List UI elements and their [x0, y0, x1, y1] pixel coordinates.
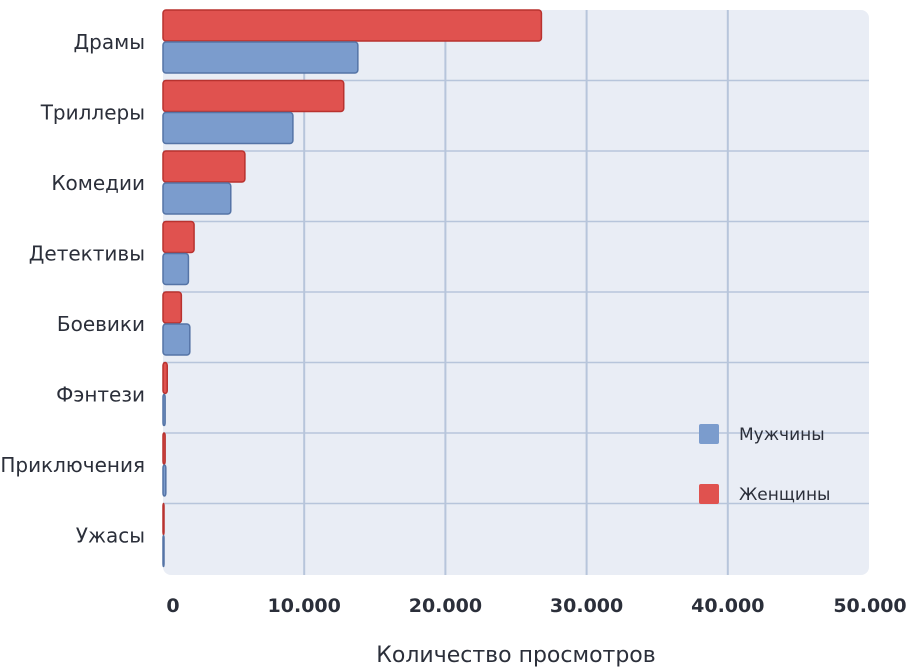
x-tick-label: 10.000 — [268, 595, 341, 617]
x-axis-title: Количество просмотров — [376, 643, 655, 668]
bar-men-6 — [162, 464, 167, 497]
bar-men-3 — [162, 252, 190, 286]
bar-women-5 — [162, 361, 168, 395]
x-tick-label: 0 — [166, 595, 179, 617]
category-labels: Драмы Триллеры Комедии Детективы Боевики Фэнт… — [0, 30, 145, 548]
legend-swatch — [699, 424, 719, 444]
bar-women-0 — [162, 9, 543, 42]
legend-label: Женщины — [739, 485, 830, 505]
bars — [162, 9, 543, 568]
bar-men-1 — [162, 111, 294, 145]
bar-men-5 — [162, 393, 166, 427]
bar-women-4 — [162, 291, 183, 324]
legend: Мужчины Женщины — [699, 424, 830, 505]
category-label: Детективы — [29, 242, 145, 266]
bar-women-6 — [162, 432, 166, 465]
bar-men-0 — [162, 41, 359, 74]
bar-women-7 — [162, 502, 165, 536]
bar-women-3 — [162, 220, 195, 254]
category-label: Триллеры — [40, 101, 145, 125]
category-label: Драмы — [74, 30, 145, 54]
category-label: Ужасы — [76, 524, 145, 548]
x-tick-label: 40.000 — [691, 595, 764, 617]
category-label: Комедии — [51, 171, 145, 195]
bar-women-1 — [162, 79, 345, 113]
bar-men-4 — [162, 323, 191, 356]
bar-men-7 — [162, 534, 165, 568]
category-label: Боевики — [57, 312, 145, 336]
gridlines — [163, 10, 869, 575]
legend-label: Мужчины — [739, 425, 825, 445]
x-tick-label: 20.000 — [409, 595, 482, 617]
x-tick-label: 50.000 — [833, 595, 906, 617]
bar-women-2 — [162, 150, 246, 183]
category-label: Приключения — [0, 453, 145, 477]
category-label: Фэнтези — [56, 383, 145, 407]
x-tick-labels: 0 10.000 20.000 30.000 40.000 50.000 — [166, 595, 906, 617]
legend-swatch — [699, 484, 719, 504]
bar-men-2 — [162, 182, 232, 215]
x-tick-label: 30.000 — [550, 595, 623, 617]
